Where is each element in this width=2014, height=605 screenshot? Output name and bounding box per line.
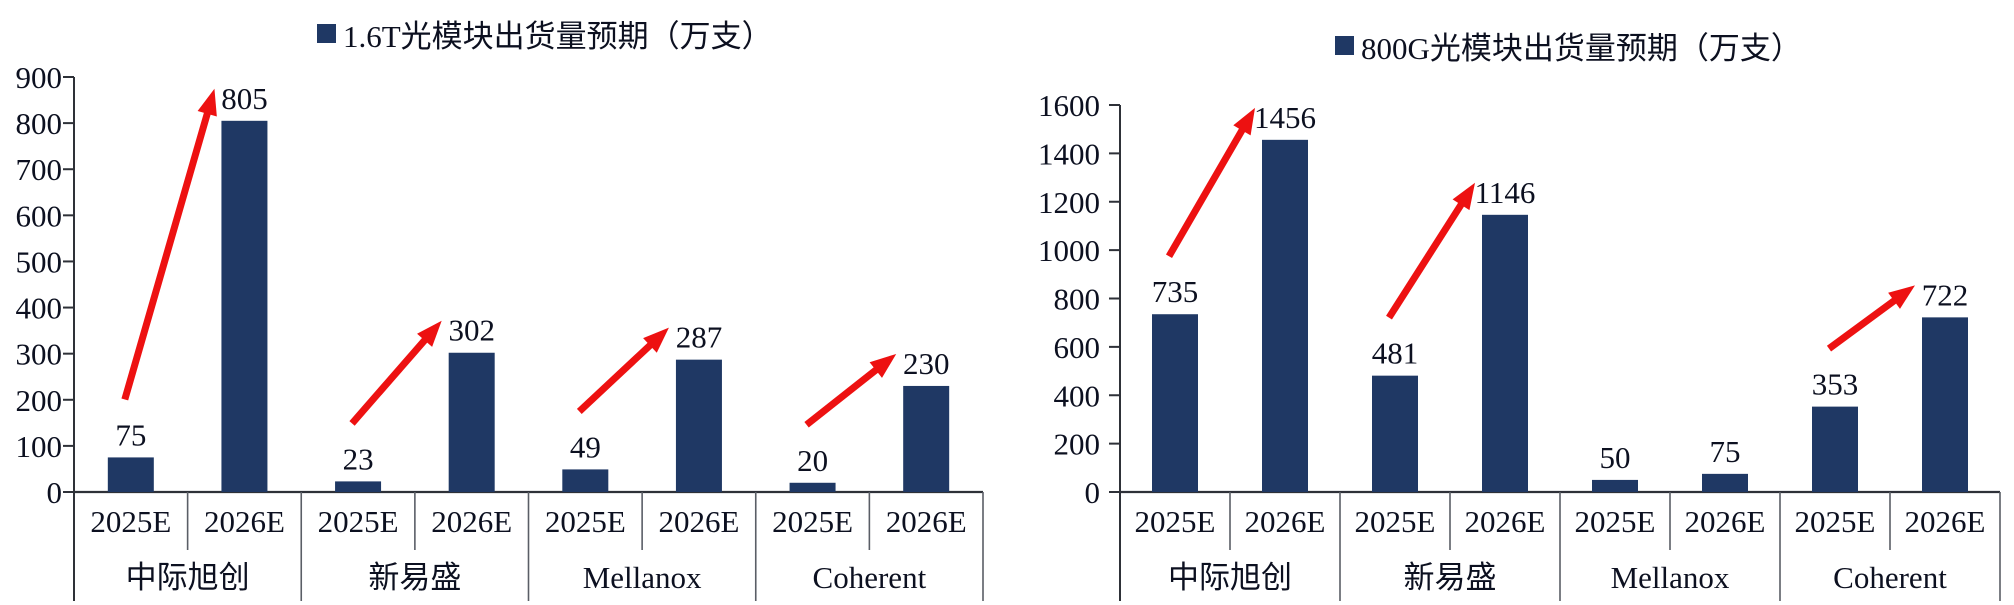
group-label: Coherent xyxy=(813,560,927,595)
year-label: 2025E xyxy=(318,504,399,539)
year-label: 2025E xyxy=(1355,504,1436,539)
data-label: 75 xyxy=(1710,434,1741,469)
year-label: 2026E xyxy=(1245,504,1326,539)
year-label: 2025E xyxy=(772,504,853,539)
bar-2025E-Coherent xyxy=(1812,406,1858,492)
year-label: 2025E xyxy=(1575,504,1656,539)
group-label: Mellanox xyxy=(1611,560,1730,595)
data-label: 1146 xyxy=(1475,175,1536,210)
y-tick-label: 600 xyxy=(16,198,63,233)
chart-group-1: 0 200 400 600 800 1000 1200 1400 1600 735 1456 2025… xyxy=(1038,88,2001,601)
y-tick-label: 200 xyxy=(16,383,63,418)
growth-arrow-shaft xyxy=(576,340,656,414)
year-label: 2026E xyxy=(1905,504,1986,539)
legend-marker-icon xyxy=(1335,35,1354,55)
bar-2025E-中际旭创 xyxy=(107,457,154,492)
bar-2025E-Mellanox xyxy=(1592,479,1638,492)
bar-2025E-中际旭创 xyxy=(1152,314,1198,492)
group-label: 新易盛 xyxy=(368,560,461,595)
bar-2025E-新易盛 xyxy=(335,481,382,492)
y-tick-label: 500 xyxy=(16,244,63,279)
group-label: 中际旭创 xyxy=(126,560,250,595)
year-label: 2026E xyxy=(1465,504,1546,539)
chart-title-800g: 800G光模块出货量预期（万支） xyxy=(1361,30,1802,66)
group-label: 新易盛 xyxy=(1404,560,1497,595)
growth-arrow-head xyxy=(1452,182,1475,211)
data-label: 481 xyxy=(1372,336,1419,371)
data-label: 735 xyxy=(1152,274,1199,309)
growth-arrow-shaft xyxy=(1386,199,1467,320)
growth-arrow-head xyxy=(1888,285,1915,309)
data-label: 722 xyxy=(1922,277,1969,312)
year-label: 2025E xyxy=(1795,504,1876,539)
data-label: 230 xyxy=(903,346,950,381)
bar-2026E-新易盛 xyxy=(448,352,495,492)
data-label: 353 xyxy=(1812,367,1859,402)
bar-2025E-Coherent xyxy=(789,482,836,492)
group-label: 中际旭创 xyxy=(1168,560,1292,595)
y-tick-label: 700 xyxy=(16,152,63,187)
growth-arrow-head xyxy=(643,327,669,353)
growth-arrow-shaft xyxy=(1165,125,1247,258)
y-tick-label: 0 xyxy=(1085,475,1101,510)
data-label: 23 xyxy=(343,441,374,476)
bar-2026E-Coherent xyxy=(903,385,950,492)
year-label: 2026E xyxy=(204,504,285,539)
y-tick-label: 400 xyxy=(16,291,63,326)
legend-marker-icon xyxy=(317,23,336,43)
year-label: 2026E xyxy=(431,504,512,539)
year-label: 2025E xyxy=(1135,504,1216,539)
bar-2026E-Mellanox xyxy=(675,359,722,492)
y-tick-label: 900 xyxy=(16,60,63,95)
y-tick-label: 0 xyxy=(47,475,63,510)
bar-2026E-Mellanox xyxy=(1702,473,1748,492)
bar-2025E-Mellanox xyxy=(562,469,609,492)
growth-arrow-head xyxy=(197,88,217,117)
data-label: 20 xyxy=(797,443,828,478)
data-label: 287 xyxy=(676,320,723,355)
growth-arrow-shaft xyxy=(349,335,430,426)
growth-arrow-head xyxy=(1233,107,1255,136)
chart-title-row-800g: 800G光模块出货量预期（万支） xyxy=(1335,24,1802,66)
bar-2025E-新易盛 xyxy=(1372,375,1418,492)
data-label: 50 xyxy=(1600,440,1631,475)
chart-title-row-1.6t: 1.6T光模块出货量预期（万支） xyxy=(317,12,773,54)
bar-2026E-新易盛 xyxy=(1482,214,1528,492)
bar-2026E-中际旭创 xyxy=(1262,139,1308,492)
growth-arrow-head xyxy=(869,353,897,378)
bar-2026E-中际旭创 xyxy=(221,120,268,493)
y-tick-label: 100 xyxy=(16,429,63,464)
data-label: 302 xyxy=(448,313,495,348)
group-label: Coherent xyxy=(1833,560,1947,595)
y-tick-label: 800 xyxy=(16,106,63,141)
y-tick-label: 300 xyxy=(16,337,63,372)
chart-title-1.6t: 1.6T光模块出货量预期（万支） xyxy=(343,18,773,54)
year-label: 2025E xyxy=(90,504,171,539)
data-label: 49 xyxy=(570,429,601,464)
y-tick-label: 1200 xyxy=(1038,185,1100,220)
growth-arrow-shaft xyxy=(121,108,212,401)
y-tick-label: 1000 xyxy=(1038,233,1100,268)
group-label: Mellanox xyxy=(583,560,702,595)
y-tick-label: 200 xyxy=(1054,427,1101,462)
growth-arrow-head xyxy=(417,320,442,347)
bar-2026E-Coherent xyxy=(1922,317,1968,492)
y-tick-label: 600 xyxy=(1054,330,1101,365)
y-tick-label: 1400 xyxy=(1038,136,1100,171)
data-label: 805 xyxy=(221,81,268,116)
chart-group-0: 0 100 200 300 400 500 600 700 800 900 75 805 2025E 20… xyxy=(16,60,984,601)
year-label: 2025E xyxy=(545,504,626,539)
y-tick-label: 1600 xyxy=(1038,88,1100,123)
growth-arrow-shaft xyxy=(804,364,882,428)
year-label: 2026E xyxy=(886,504,967,539)
year-label: 2026E xyxy=(658,504,739,539)
year-label: 2026E xyxy=(1685,504,1766,539)
y-tick-label: 800 xyxy=(1054,282,1101,317)
y-tick-label: 400 xyxy=(1054,378,1101,413)
data-label: 1456 xyxy=(1254,100,1316,135)
data-label: 75 xyxy=(115,417,146,452)
growth-arrow-shaft xyxy=(1826,295,1900,352)
